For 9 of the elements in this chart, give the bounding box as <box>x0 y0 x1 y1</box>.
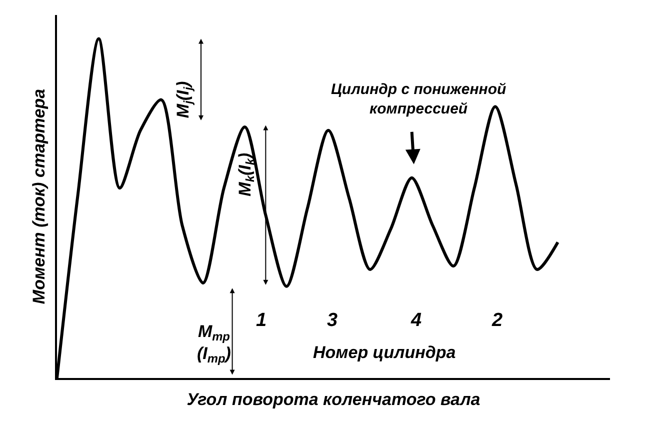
annotation: 2 <box>491 310 503 331</box>
annotation: 4 <box>410 310 422 331</box>
y-axis-title: Момент (ток) стартера <box>29 88 48 304</box>
annotation: M$_{тр}$ (I$_{тр}$) <box>197 322 232 366</box>
annotation: Цилиндр с пониженной компрессией <box>331 81 506 118</box>
annotation: Номер цилиндра <box>313 343 456 362</box>
annotation: 1 <box>256 310 267 331</box>
annotation: 3 <box>327 310 338 331</box>
x-axis-title: Угол поворота коленчатого вала <box>186 390 480 410</box>
